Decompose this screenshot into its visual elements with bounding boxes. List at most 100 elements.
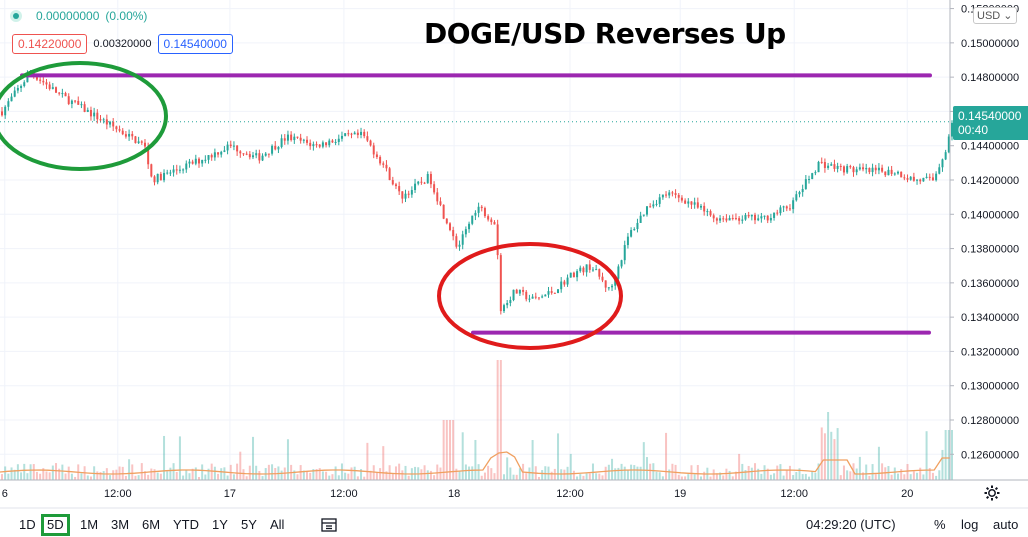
volume-bar [131,464,134,480]
volume-bar [70,473,73,480]
candle-body [757,218,760,221]
candle-body [830,164,833,166]
currency-select[interactable]: USD ⌄ [973,7,1017,24]
volume-bar [293,470,296,480]
candle-body [391,180,394,185]
candle-body [242,153,245,155]
candle-body [671,192,674,194]
candle-body [347,133,350,135]
candle-body [782,206,785,208]
volume-bar [182,475,185,480]
candle-body [661,194,664,198]
date-range-icon[interactable] [320,517,338,537]
candle-body [626,236,629,246]
volume-bar [557,433,560,480]
volume-bar [499,360,502,480]
candle-body [916,179,919,181]
volume-bar [385,471,388,480]
volume-bar [318,468,321,480]
volume-bar [862,472,865,480]
log-toggle[interactable]: log [961,517,979,532]
candle-body [153,176,156,183]
utc-clock[interactable]: 04:29:20 (UTC) [806,517,896,532]
candle-body [795,194,798,201]
volume-bar [337,475,340,480]
candle-body [887,169,890,176]
timeframe-5y-button[interactable]: 5Y [241,517,257,532]
volume-bar [448,420,451,480]
candlesticks [1,69,953,315]
candle-body [74,100,77,102]
volume-bar [903,474,906,480]
settings-gear-icon[interactable] [983,484,1001,507]
percent-toggle[interactable]: % [934,517,946,532]
volume-ma-line [0,451,950,475]
candle-body [102,119,105,121]
volume-bar [331,474,334,480]
candle-body [185,163,188,170]
candle-body [353,132,356,135]
volume-bar [480,475,483,480]
timeframe-1d-button[interactable]: 1D [19,517,36,532]
candle-body [801,188,804,193]
volume-bar [496,360,499,480]
candle-body [445,218,448,224]
volume-bar [178,436,181,480]
volume-bar [871,464,874,480]
candle-body [655,203,658,205]
volume-bar [280,470,283,480]
candle-body [363,131,366,137]
candle-body [417,181,420,184]
candle-body [280,138,283,147]
timeframe-3m-button[interactable]: 3M [111,517,130,532]
volume-bar [642,442,645,480]
volume-bar [928,468,931,480]
timeframe-5d-button[interactable]: 5D [41,514,70,536]
candle-body [461,234,464,245]
candle-body [725,218,728,221]
volume-bar [703,471,706,480]
volume-bar [134,475,137,480]
auto-toggle[interactable]: auto [993,517,1019,532]
volume-bar [468,466,471,480]
volume-bar [649,463,652,480]
timeframe-all-button[interactable]: All [270,517,285,532]
volume-bar [39,473,42,480]
candle-body [490,219,493,223]
candle-body [776,212,779,214]
volume-bar [32,464,35,480]
timeframe-ytd-button[interactable]: YTD [173,517,199,532]
candle-body [58,92,61,94]
volume-bar [652,463,655,480]
candle-body [340,135,343,139]
timeframe-1y-button[interactable]: 1Y [212,517,228,532]
candle-body [80,104,83,106]
candle-body [728,217,731,221]
candle-body [140,141,143,143]
candle-body [788,208,791,210]
volume-bar [80,473,83,480]
bid-price-button[interactable]: 0.14220000 [12,34,88,54]
volume-bar [299,465,302,480]
candle-body [674,193,677,195]
candle-body [525,291,528,300]
timeframe-6m-button[interactable]: 6M [142,517,161,532]
candle-body [356,132,359,136]
volume-bar [865,464,868,480]
candle-body [744,214,747,220]
candle-body [16,87,19,91]
volume-bar [744,470,747,480]
candle-body [938,167,941,174]
timeframe-1m-button[interactable]: 1M [80,517,99,532]
ask-price-button[interactable]: 0.14540000 [157,34,233,54]
volume-bar [836,428,839,480]
volume-bar [328,475,331,480]
candle-body [264,153,267,156]
candle-body [331,140,334,143]
candle-body [23,82,26,87]
spread-value: 0.00320000 [93,38,152,50]
candle-body [779,207,782,214]
volume-bar [344,472,347,480]
candle-body [827,165,830,168]
